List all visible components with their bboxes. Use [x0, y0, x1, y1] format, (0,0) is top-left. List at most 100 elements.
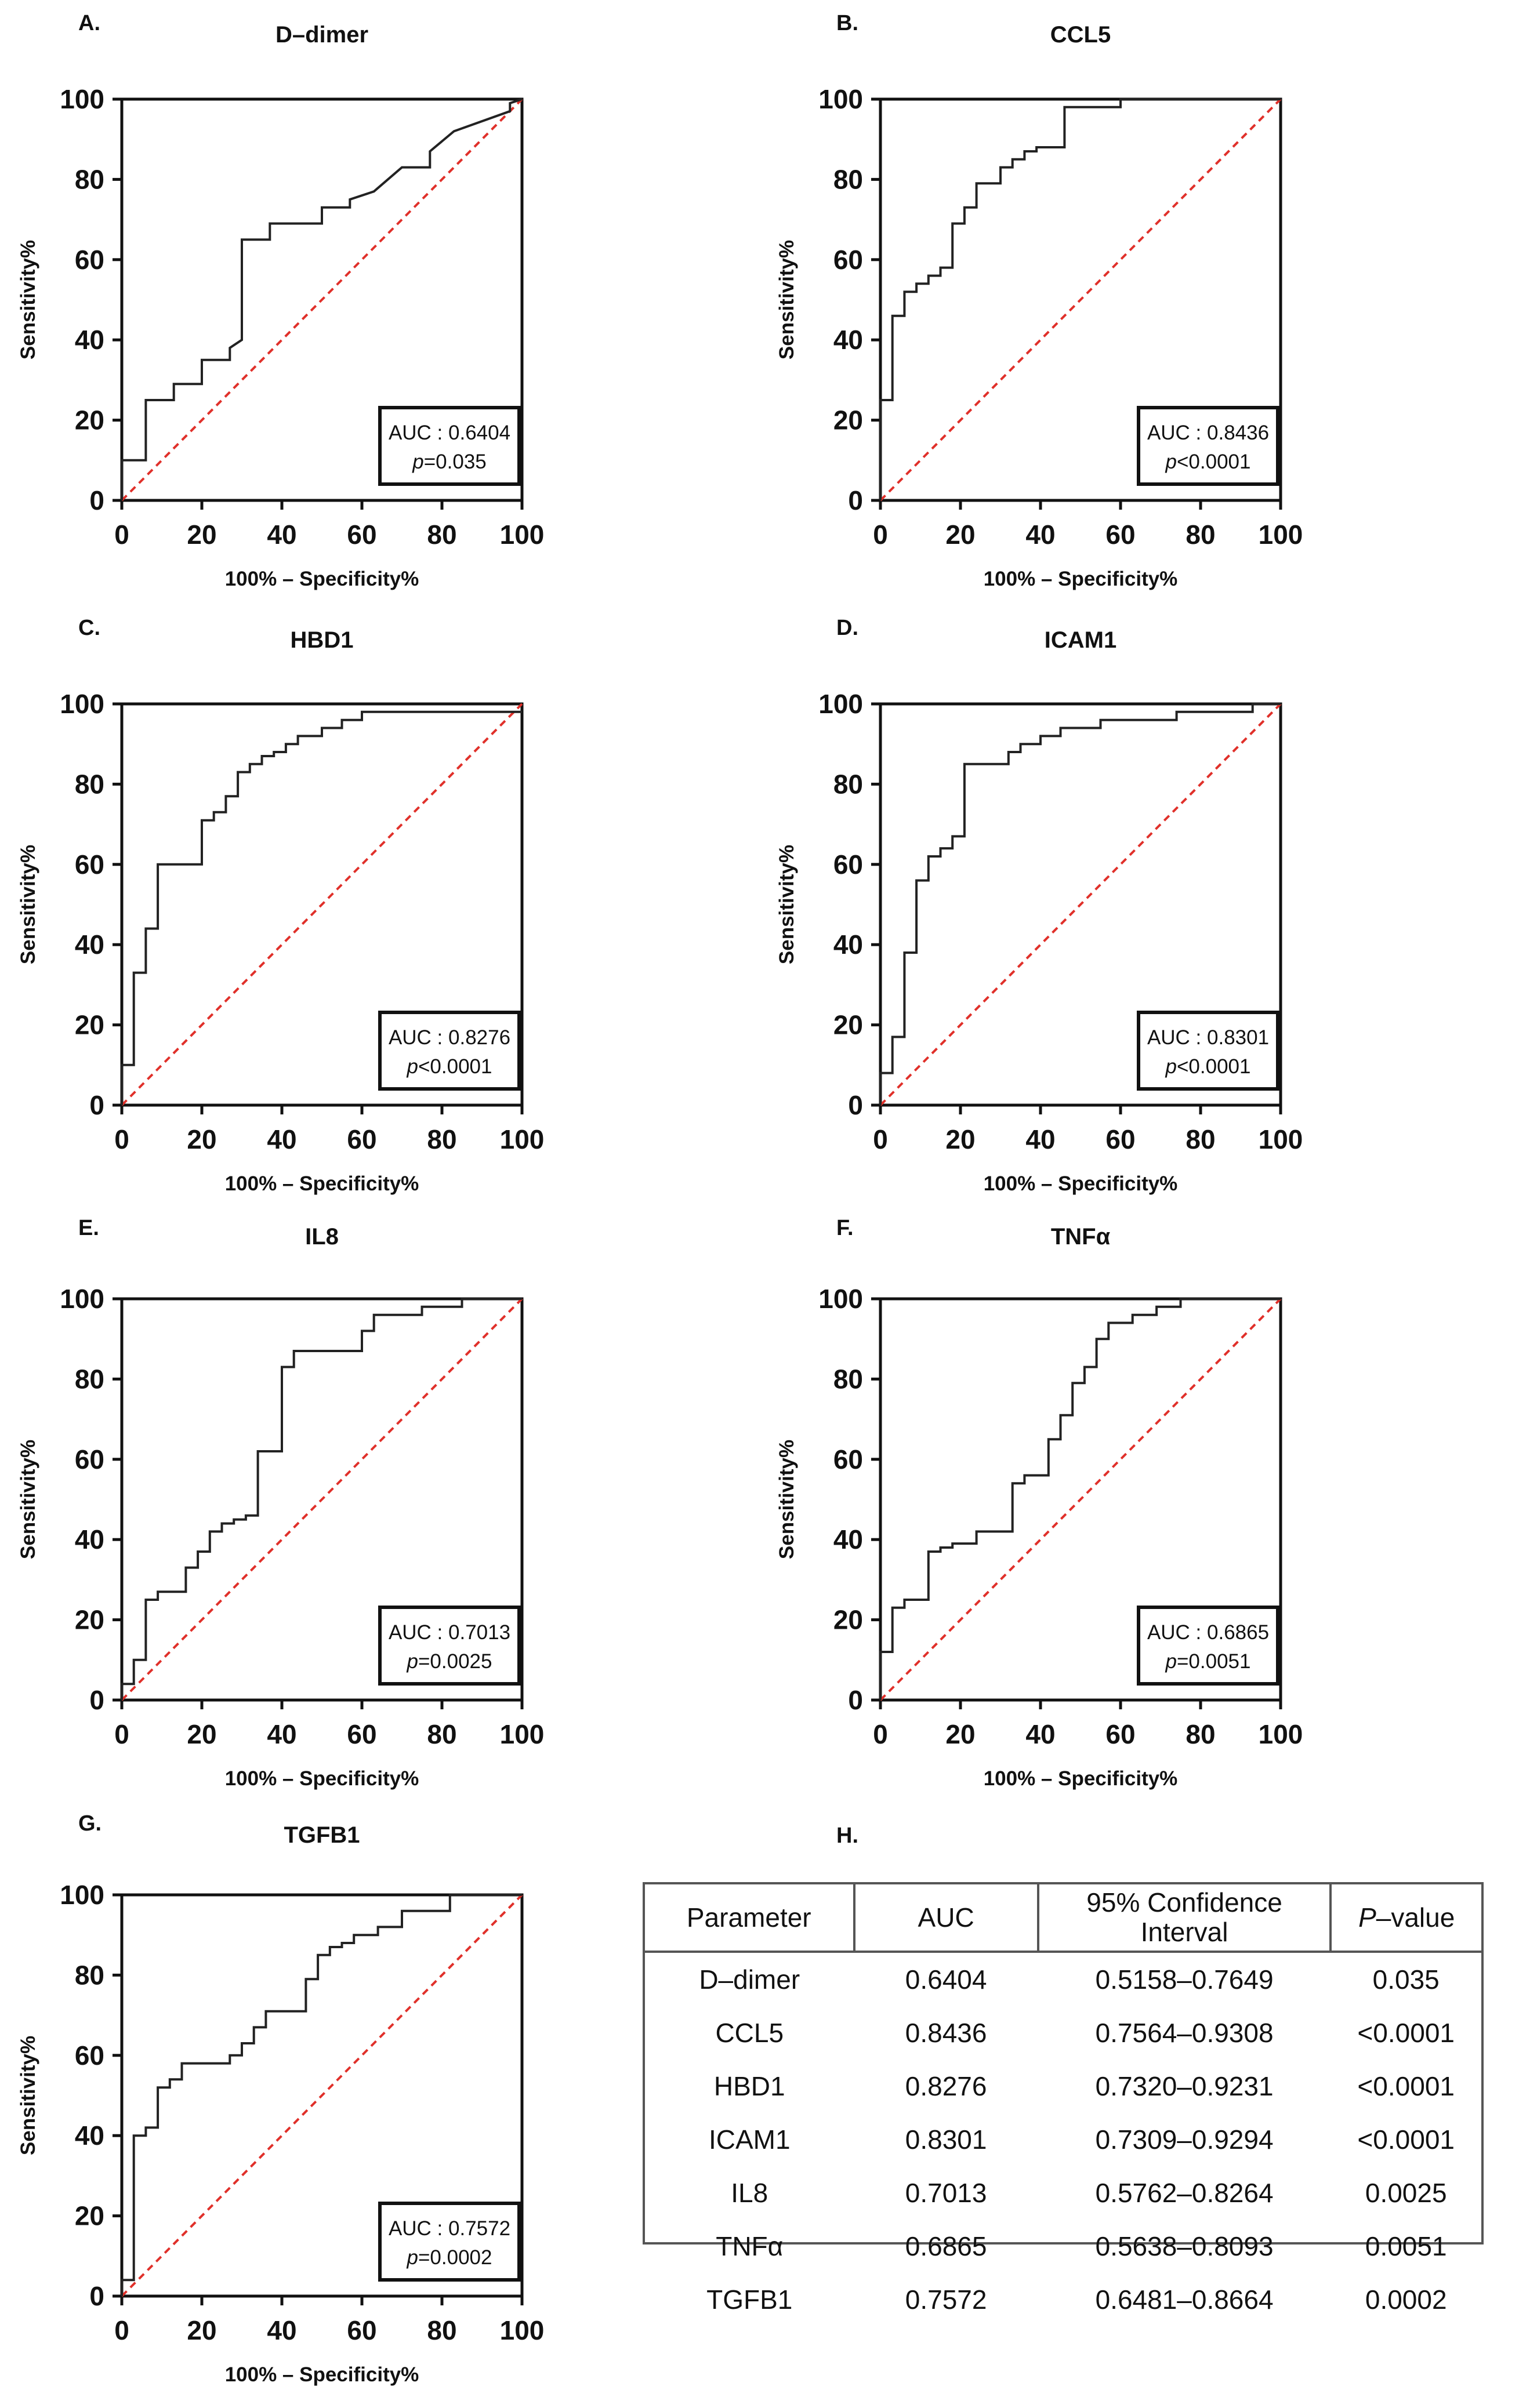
header-auc: AUC [853, 1884, 1039, 1953]
x-tick-label: 60 [1105, 1719, 1135, 1749]
p-value: =0.0002 [418, 2246, 492, 2269]
table-row: ICAM1 0.8301 0.7309–0.9294 <0.0001 [645, 2113, 1481, 2166]
auc-label: AUC : 0.8436 [1147, 422, 1269, 444]
y-axis-label: Sensitivity% [17, 2036, 39, 2155]
cell-auc: 0.8301 [905, 2124, 987, 2155]
x-tick-label: 40 [1025, 520, 1055, 550]
y-tick-label: 20 [833, 1605, 863, 1635]
cell-parameter: TNFα [716, 2231, 784, 2261]
x-tick-label: 100 [500, 1124, 545, 1154]
roc-chart-0: A. D–dimer 0 20 40 60 80 100 0 20 40 60 80 100 100% – … [17, 11, 544, 590]
p-value: <0.0001 [1177, 1055, 1251, 1078]
y-axis-label: Sensitivity% [17, 845, 39, 964]
plot-frame [120, 1297, 524, 1702]
auc-box [378, 1606, 521, 1686]
reference-line [879, 1298, 1282, 1701]
x-tick-label: 60 [1105, 1124, 1135, 1154]
y-axis-label: Sensitivity% [775, 1440, 798, 1559]
p-value-text: p=0.0002 [407, 2246, 492, 2269]
panel-label: F. [836, 1216, 854, 1240]
cell-parameter: IL8 [731, 2178, 768, 2208]
table-header-row: Parameter AUC 95% Confidence Interval P–… [645, 1884, 1481, 1953]
y-tick-label: 40 [833, 325, 863, 355]
y-tick-label: 60 [75, 2040, 104, 2071]
auc-box [378, 406, 521, 486]
p-value-text: p=0.0025 [407, 1650, 492, 1673]
x-tick-label: 100 [1259, 1719, 1303, 1749]
y-tick-label: 0 [848, 1090, 863, 1120]
auc-box [1137, 1606, 1279, 1686]
x-axis-label: 100% – Specificity% [984, 1767, 1178, 1790]
cell-auc: 0.8436 [905, 2018, 987, 2048]
y-tick-label: 80 [75, 769, 104, 799]
table-row: TGFB1 0.7572 0.6481–0.8664 0.0002 [645, 2273, 1481, 2326]
auc-label: AUC : 0.6865 [1147, 1621, 1269, 1644]
x-tick-label: 40 [267, 2315, 296, 2345]
panel-label: D. [836, 616, 858, 640]
x-tick-label: 20 [945, 520, 975, 550]
y-tick-label: 0 [848, 485, 863, 515]
x-tick-label: 80 [427, 520, 456, 550]
x-tick-label: 80 [427, 1719, 456, 1749]
panel-label-h: H. [836, 1824, 858, 1848]
y-tick-label: 20 [75, 1605, 104, 1635]
x-tick-label: 0 [114, 520, 129, 550]
y-tick-label: 80 [75, 1960, 104, 1990]
reference-line [121, 1894, 523, 2297]
p-value-text: p=0.035 [412, 451, 487, 473]
x-tick-label: 20 [945, 1719, 975, 1749]
table-row: CCL5 0.8436 0.7564–0.9308 <0.0001 [645, 2006, 1481, 2060]
roc-chart-6: G. TGFB1 0 20 40 60 80 100 0 20 40 60 80 100 100% – Sp… [17, 1811, 544, 2386]
y-tick-label: 60 [75, 849, 104, 880]
x-tick-label: 100 [500, 2315, 545, 2345]
y-tick-label: 60 [833, 1444, 863, 1474]
y-tick-label: 80 [833, 164, 863, 194]
x-axis-label: 100% – Specificity% [225, 568, 419, 590]
x-tick-label: 0 [873, 1719, 888, 1749]
cell-parameter: ICAM1 [708, 2124, 791, 2155]
x-tick-label: 20 [187, 520, 216, 550]
cell-p-value: <0.0001 [1357, 2124, 1455, 2155]
cell-ci: 0.5762–0.8264 [1095, 2178, 1274, 2208]
x-tick-label: 40 [267, 1124, 296, 1154]
cell-p-value: 0.0025 [1365, 2178, 1447, 2208]
plot-frame [120, 97, 524, 502]
table-row: TNFα 0.6865 0.5638–0.8093 0.0051 [645, 2220, 1481, 2273]
panel-label: B. [836, 11, 858, 35]
reference-line [879, 703, 1282, 1106]
cell-p-value: 0.035 [1372, 1964, 1440, 1995]
header-p-rest: –value [1376, 1902, 1455, 1933]
chart-title: HBD1 [291, 627, 354, 653]
y-tick-label: 0 [89, 1685, 104, 1715]
y-tick-label: 100 [60, 1880, 104, 1910]
y-tick-label: 60 [75, 245, 104, 275]
roc-chart-1: B. CCL5 0 20 40 60 80 100 0 20 40 60 80 100 100% – Spe… [775, 11, 1303, 590]
x-tick-label: 80 [1186, 520, 1215, 550]
roc-chart-5: F. TNFα 0 20 40 60 80 100 0 20 40 60 80 100 100% – Spe… [775, 1216, 1303, 1790]
y-tick-label: 100 [60, 1284, 104, 1314]
auc-box [1137, 406, 1279, 486]
cell-ci: 0.7564–0.9308 [1095, 2018, 1274, 2048]
y-axis-label: Sensitivity% [17, 1440, 39, 1559]
x-tick-label: 80 [427, 2315, 456, 2345]
x-tick-label: 60 [347, 520, 376, 550]
reference-line [121, 1298, 523, 1701]
roc-curve [879, 1298, 1281, 1700]
x-tick-label: 80 [427, 1124, 456, 1154]
x-tick-label: 60 [347, 1124, 376, 1154]
roc-chart-3: D. ICAM1 0 20 40 60 80 100 0 20 40 60 80 100 100% – Sp… [775, 616, 1303, 1195]
cell-p-value: 0.0051 [1365, 2231, 1447, 2261]
reference-line [121, 703, 523, 1106]
chart-title: TNFα [1051, 1224, 1111, 1250]
p-value: <0.0001 [1177, 451, 1251, 473]
y-axis-label: Sensitivity% [775, 845, 798, 964]
x-tick-label: 20 [945, 1124, 975, 1154]
chart-title: D–dimer [275, 22, 368, 48]
p-value-text: p<0.0001 [407, 1055, 492, 1078]
header-p-value: P–value [1329, 1884, 1481, 1953]
x-tick-label: 60 [347, 1719, 376, 1749]
table-row: IL8 0.7013 0.5762–0.8264 0.0025 [645, 2166, 1481, 2220]
y-tick-label: 20 [75, 1010, 104, 1040]
header-parameter: Parameter [645, 1884, 855, 1953]
